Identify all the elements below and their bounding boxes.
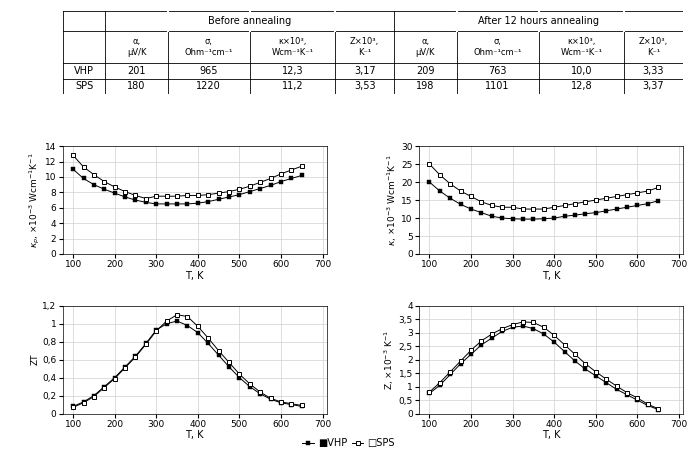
Text: Z×10³,
K⁻¹: Z×10³, K⁻¹ <box>639 37 668 57</box>
Text: 763: 763 <box>489 66 507 76</box>
Y-axis label: ZT: ZT <box>31 354 40 366</box>
Text: κ×10³,
Wcm⁻¹K⁻¹: κ×10³, Wcm⁻¹K⁻¹ <box>560 37 602 57</box>
Text: 209: 209 <box>416 66 435 76</box>
Text: α,
μV/K: α, μV/K <box>127 37 146 57</box>
X-axis label: T, K: T, K <box>542 271 560 281</box>
Text: Before annealing: Before annealing <box>208 16 291 27</box>
Text: 1220: 1220 <box>197 81 221 91</box>
Text: 3,37: 3,37 <box>643 81 664 91</box>
Text: 965: 965 <box>199 66 218 76</box>
Text: 3,53: 3,53 <box>354 81 376 91</box>
Text: σ,
Ohm⁻¹cm⁻¹: σ, Ohm⁻¹cm⁻¹ <box>185 37 233 57</box>
Text: σ,
Ohm⁻¹cm⁻¹: σ, Ohm⁻¹cm⁻¹ <box>473 37 522 57</box>
Y-axis label: $\kappa_p$, $\times$10$^{-3}$ Wcm$^{-1}$K$^{-1}$: $\kappa_p$, $\times$10$^{-3}$ Wcm$^{-1}$… <box>28 152 43 248</box>
X-axis label: T, K: T, K <box>542 430 560 440</box>
Text: SPS: SPS <box>75 81 93 91</box>
Text: 198: 198 <box>416 81 435 91</box>
Text: κ×10³,
Wcm⁻¹K⁻¹: κ×10³, Wcm⁻¹K⁻¹ <box>272 37 314 57</box>
Text: 3,33: 3,33 <box>643 66 664 76</box>
Legend: ■VHP, □SPS: ■VHP, □SPS <box>298 434 399 452</box>
Text: 201: 201 <box>128 66 146 76</box>
Text: 3,17: 3,17 <box>354 66 376 76</box>
X-axis label: T, K: T, K <box>185 430 204 440</box>
Text: 12,8: 12,8 <box>571 81 592 91</box>
Text: VHP: VHP <box>74 66 94 76</box>
Text: 12,3: 12,3 <box>282 66 303 76</box>
Text: α,
μV/K: α, μV/K <box>415 37 435 57</box>
Text: 10,0: 10,0 <box>571 66 592 76</box>
Y-axis label: Z, $\times$10$^{-3}$ K$^{-1}$: Z, $\times$10$^{-3}$ K$^{-1}$ <box>383 329 396 390</box>
Text: 180: 180 <box>128 81 146 91</box>
Text: Z×10³,
K⁻¹: Z×10³, K⁻¹ <box>350 37 379 57</box>
Text: After 12 hours annealing: After 12 hours annealing <box>478 16 599 27</box>
X-axis label: T, K: T, K <box>185 271 204 281</box>
Y-axis label: $\kappa$, $\times$10$^{-3}$ Wcm$^{-1}$K$^{-1}$: $\kappa$, $\times$10$^{-3}$ Wcm$^{-1}$K$… <box>385 154 399 246</box>
Text: 11,2: 11,2 <box>282 81 303 91</box>
Text: 1101: 1101 <box>485 81 510 91</box>
